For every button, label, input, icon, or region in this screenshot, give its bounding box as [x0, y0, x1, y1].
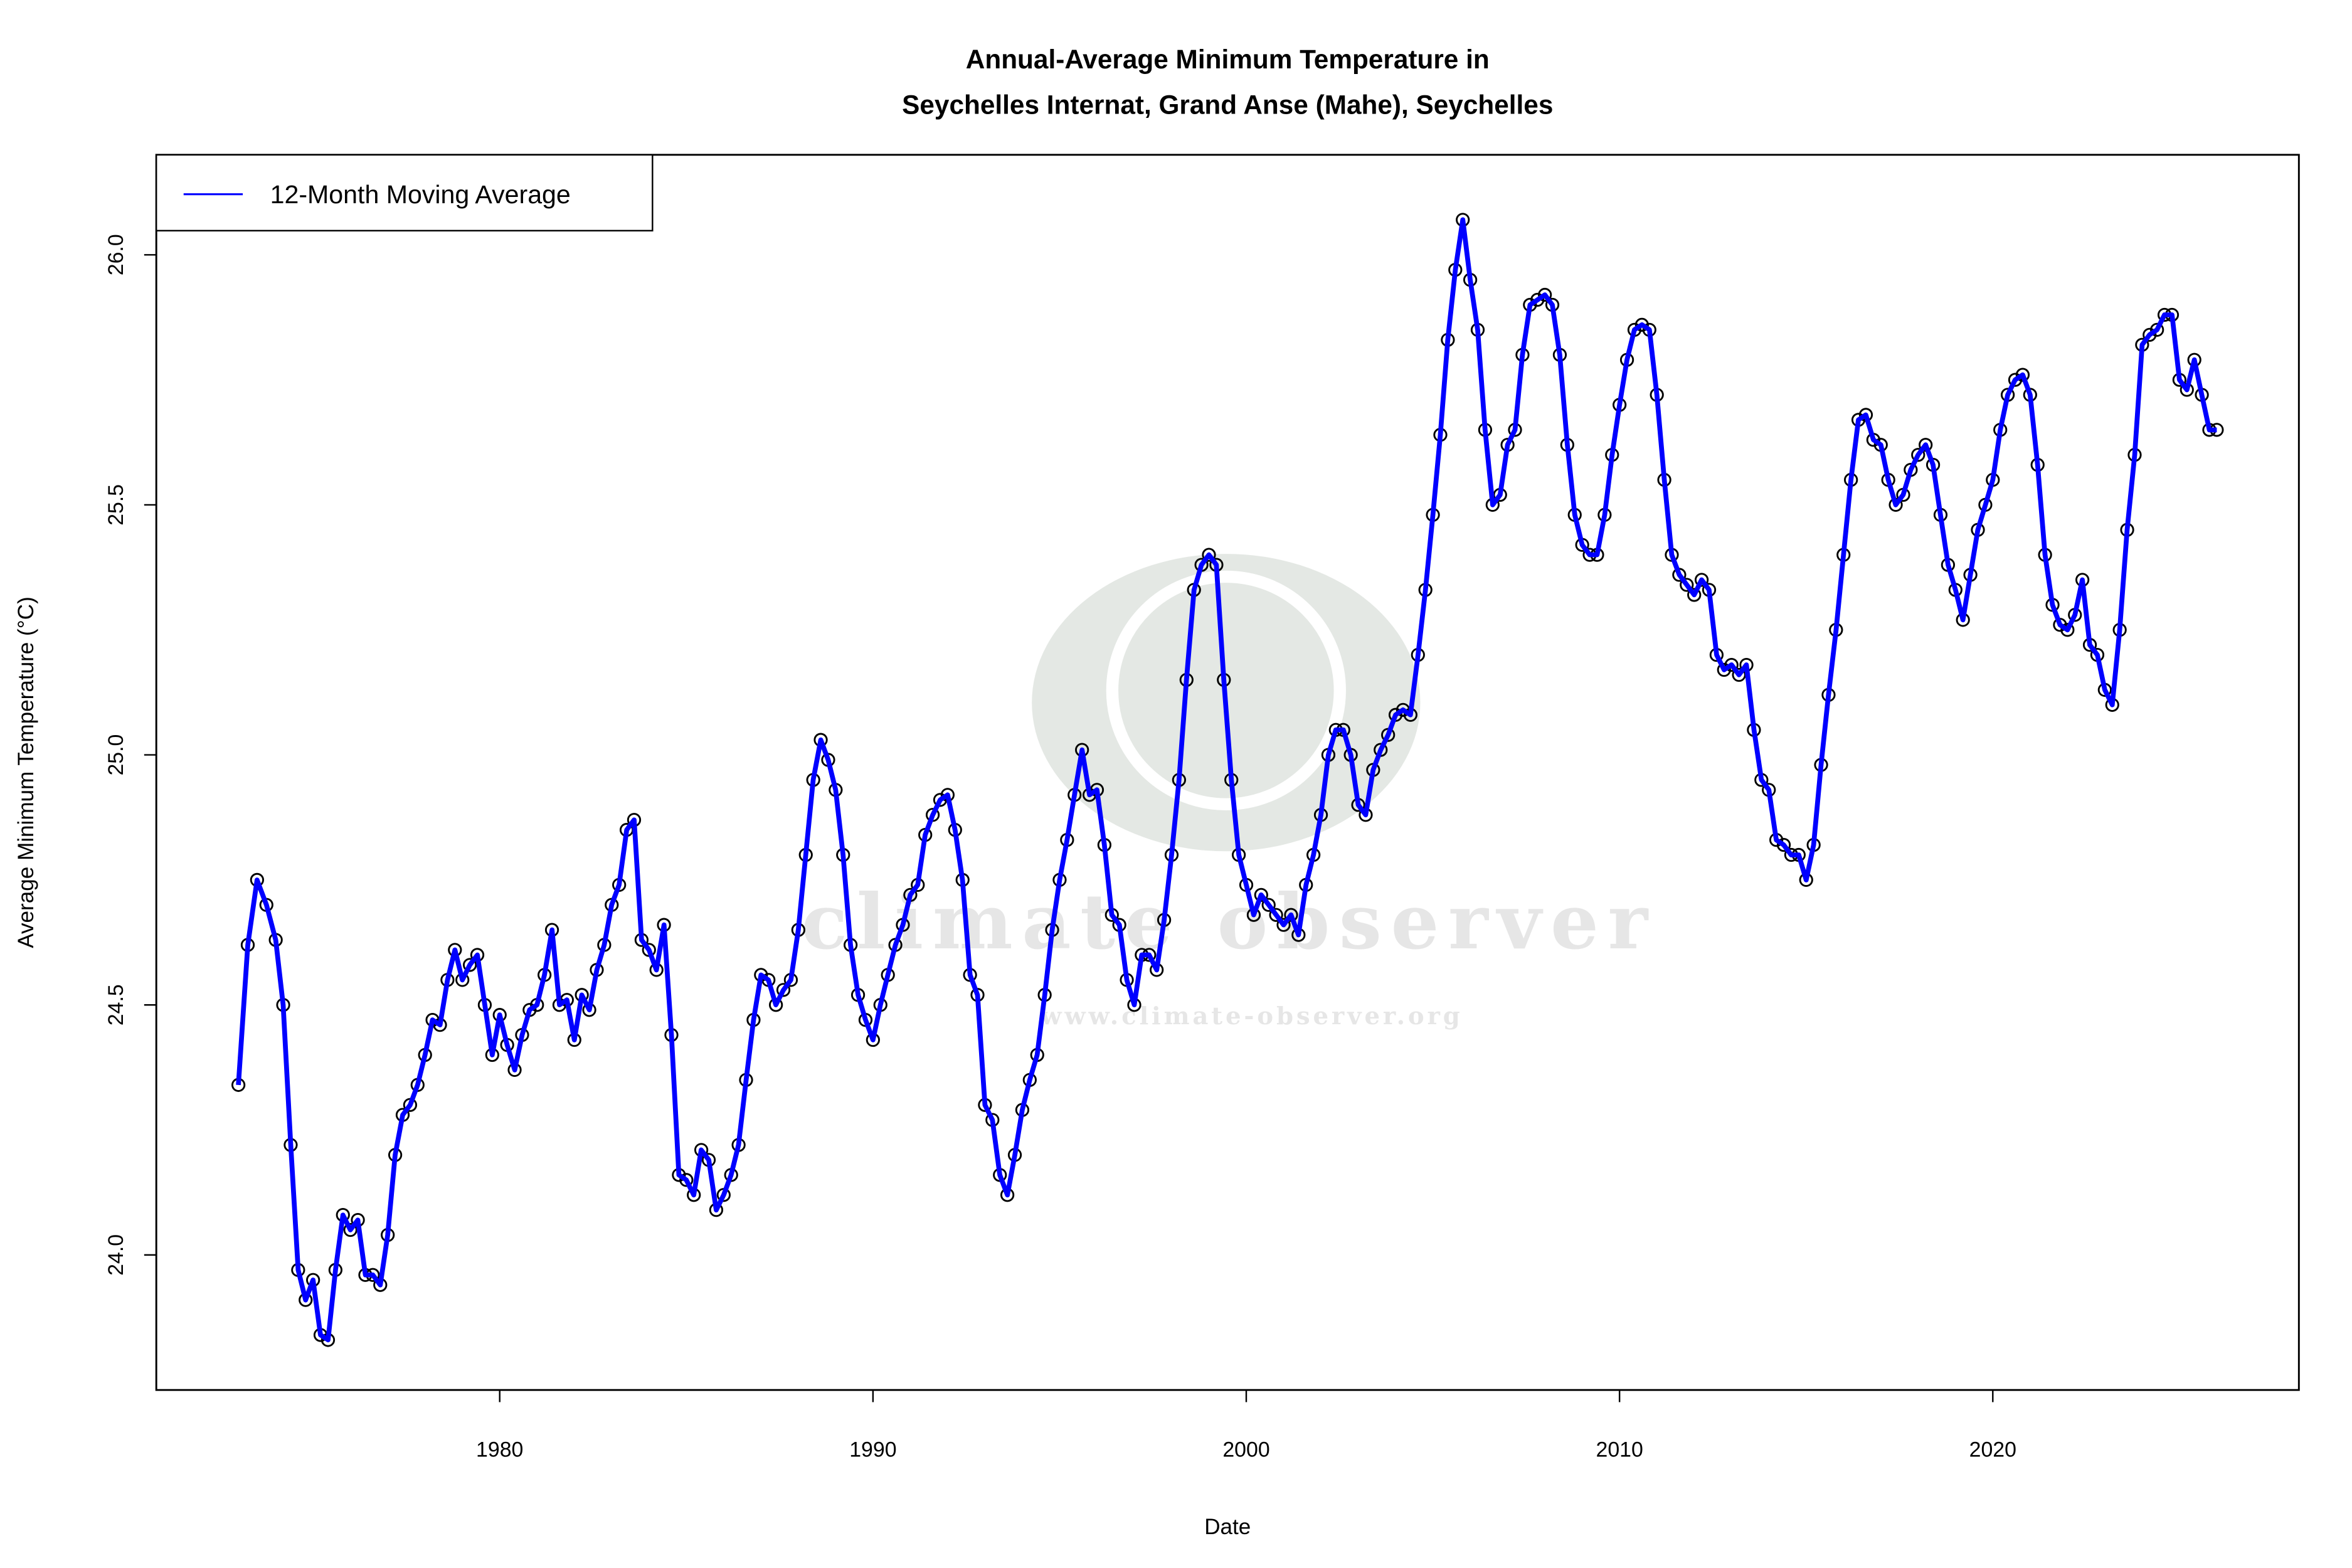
x-tick-label: 2000 [1222, 1438, 1269, 1462]
legend: 12-Month Moving Average [155, 154, 654, 231]
y-tick-label: 25.5 [104, 484, 128, 526]
watermark: climate observer www.climate-observer.or… [802, 554, 1657, 1030]
data-point [2060, 623, 2075, 637]
chart-title: Annual-Average Minimum Temperature in [966, 45, 1490, 74]
chart-subtitle: Seychelles Internat, Grand Anse (Mahe), … [902, 90, 1553, 119]
y-tick-label: 24.5 [104, 984, 128, 1025]
data-point [1911, 448, 1926, 462]
data-point [1694, 573, 1709, 587]
y-tick-label: 26.0 [104, 234, 128, 275]
data-point [2150, 322, 2164, 337]
plot-frame [155, 154, 2300, 1391]
y-tick-label: 24.0 [104, 1234, 128, 1276]
x-tick-label: 1990 [849, 1438, 896, 1462]
data-point [1261, 898, 1276, 912]
x-tick-label: 2020 [1969, 1438, 2016, 1462]
data-point [343, 1222, 358, 1237]
x-tick-label: 1980 [476, 1438, 523, 1462]
data-point [462, 958, 477, 972]
watermark-text: climate observer [802, 877, 1657, 967]
data-point [1269, 908, 1283, 922]
x-axis-label: Date [1204, 1515, 1251, 1539]
data-point [1687, 588, 1702, 602]
data-point [1538, 287, 1552, 302]
y-axis-label: Average Minimum Temperature (°C) [14, 596, 38, 948]
x-tick-label: 2010 [1596, 1438, 1643, 1462]
legend-label: 12-Month Moving Average [270, 180, 571, 209]
data-point [1724, 657, 1739, 672]
watermark-url: www.climate-observer.org [1040, 1002, 1463, 1030]
data-point [1202, 548, 1216, 562]
data-point [1680, 578, 1694, 592]
data-point [679, 1173, 694, 1187]
legend-box [155, 154, 654, 231]
data-point [776, 983, 791, 997]
y-tick-label: 25.0 [104, 734, 128, 776]
series-line [236, 217, 2217, 1343]
watermark-globe-ring [1106, 570, 1346, 810]
data-point [1776, 837, 1791, 852]
data-point [1732, 667, 1746, 682]
y-axis: 24.0 24.5 25.0 25.5 26.0 [104, 234, 157, 1276]
data-point [1276, 918, 1291, 932]
series-12-month-moving-average [231, 213, 2224, 1347]
x-axis: 1980 1990 2000 2010 2020 [476, 1390, 2016, 1462]
